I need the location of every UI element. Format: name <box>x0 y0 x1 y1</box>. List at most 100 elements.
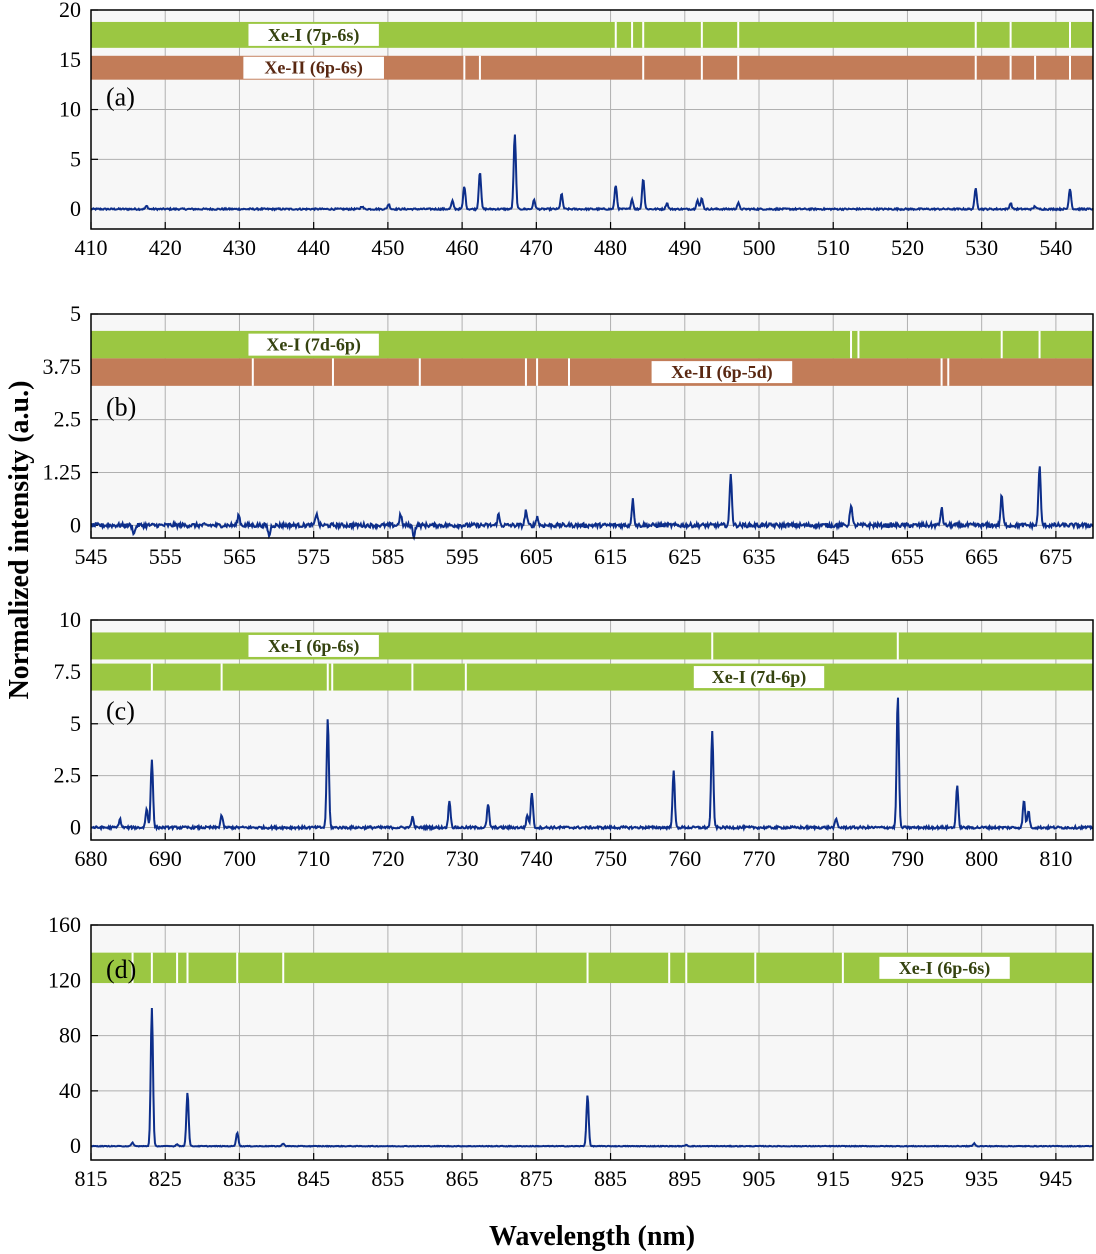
x-tick-label: 935 <box>965 1166 998 1191</box>
x-tick-label: 905 <box>743 1166 776 1191</box>
panel-label: (c) <box>106 697 135 726</box>
y-tick-label: 120 <box>48 967 81 992</box>
x-tick-label: 835 <box>223 1166 256 1191</box>
y-tick-label: 20 <box>59 0 81 22</box>
x-tick-label: 545 <box>75 544 108 569</box>
band-label-bg <box>248 333 379 356</box>
x-tick-label: 510 <box>817 235 850 260</box>
x-tick-label: 730 <box>446 846 479 871</box>
x-tick-label: 540 <box>1039 235 1072 260</box>
band-label: Xe-I (7p-6s) <box>268 25 360 46</box>
x-tick-label: 810 <box>1039 846 1072 871</box>
y-tick-label: 0 <box>70 815 81 840</box>
x-tick-label: 800 <box>965 846 998 871</box>
xe1-transition-band: Xe-I (6p-6s) <box>91 632 1093 660</box>
x-tick-label: 655 <box>891 544 924 569</box>
xe1-transition-band: Xe-I (7d-6p) <box>91 663 1093 691</box>
x-tick-label: 575 <box>297 544 330 569</box>
x-tick-label: 750 <box>594 846 627 871</box>
x-tick-label: 720 <box>371 846 404 871</box>
panel-a: 410 420 430 440 450 460 470 480 490 500 510 520 530 5… <box>59 0 1094 260</box>
x-tick-label: 945 <box>1039 1166 1072 1191</box>
x-tick-label: 565 <box>223 544 256 569</box>
x-tick-label: 855 <box>371 1166 404 1191</box>
x-tick-label: 645 <box>817 544 850 569</box>
x-tick-label: 700 <box>223 846 256 871</box>
xe2-transition-band: Xe-II (6p-6s) <box>91 55 1093 80</box>
x-tick-label: 605 <box>520 544 553 569</box>
x-tick-label: 615 <box>594 544 627 569</box>
spectra-panels: 410 420 430 440 450 460 470 480 490 500 510 520 530 5… <box>43 0 1094 1191</box>
x-tick-label: 420 <box>149 235 182 260</box>
x-tick-label: 925 <box>891 1166 924 1191</box>
x-axis-label: Wavelength (nm) <box>489 1221 695 1252</box>
x-tick-label: 885 <box>594 1166 627 1191</box>
x-tick-label: 780 <box>817 846 850 871</box>
panel-label: (a) <box>106 83 135 112</box>
y-tick-label: 0 <box>70 1133 81 1158</box>
y-tick-label: 5 <box>70 711 81 736</box>
x-tick-label: 440 <box>297 235 330 260</box>
y-tick-label: 5 <box>70 301 81 326</box>
x-tick-label: 740 <box>520 846 553 871</box>
band-bar <box>91 358 1093 386</box>
x-tick-label: 555 <box>149 544 182 569</box>
band-label-bg <box>243 56 384 79</box>
x-tick-label: 675 <box>1039 544 1072 569</box>
band-label: Xe-I (6p-6s) <box>899 958 991 979</box>
plot-frame <box>90 924 1094 1161</box>
band-bar <box>91 330 1093 359</box>
x-tick-label: 595 <box>446 544 479 569</box>
panel-label: (b) <box>106 392 136 421</box>
x-tick-label: 490 <box>668 235 701 260</box>
y-tick-label: 2.5 <box>54 407 82 432</box>
x-tick-label: 450 <box>371 235 404 260</box>
y-tick-label: 7.5 <box>54 659 82 684</box>
y-tick-label: 1.25 <box>43 459 82 484</box>
plot-frame <box>90 313 1094 539</box>
x-tick-label: 845 <box>297 1166 330 1191</box>
panel-label: (d) <box>106 955 136 984</box>
band-label-bg <box>248 634 379 657</box>
y-tick-label: 40 <box>59 1078 81 1103</box>
x-tick-label: 680 <box>75 846 108 871</box>
y-tick-label: 3.75 <box>43 354 82 379</box>
band-label-bg <box>248 23 379 46</box>
spectrum-line <box>90 466 1094 541</box>
x-tick-label: 895 <box>668 1166 701 1191</box>
x-tick-label: 530 <box>965 235 998 260</box>
spectrum-line <box>90 1007 1094 1148</box>
band-label: Xe-II (6p-6s) <box>264 58 363 79</box>
y-tick-label: 15 <box>59 47 81 72</box>
band-bar <box>91 663 1093 691</box>
x-tick-label: 500 <box>743 235 776 260</box>
y-tick-label: 0 <box>70 196 81 221</box>
x-tick-label: 470 <box>520 235 553 260</box>
spectrum-line <box>90 697 1094 832</box>
xe1-transition-band: Xe-I (7p-6s) <box>91 21 1093 48</box>
x-tick-label: 690 <box>149 846 182 871</box>
x-tick-label: 915 <box>817 1166 850 1191</box>
xe1-transition-band: Xe-I (7d-6p) <box>91 330 1093 359</box>
band-bar <box>91 21 1093 48</box>
x-tick-label: 790 <box>891 846 924 871</box>
xe1-transition-band: Xe-I (6p-6s) <box>91 952 1093 984</box>
x-tick-label: 875 <box>520 1166 553 1191</box>
y-tick-label: 2.5 <box>54 763 82 788</box>
panel-d: 815 825 835 845 855 865 875 885 895 905 915 925 935 9… <box>48 912 1094 1191</box>
band-bar <box>91 632 1093 660</box>
x-tick-label: 770 <box>743 846 776 871</box>
x-tick-label: 520 <box>891 235 924 260</box>
x-tick-label: 825 <box>149 1166 182 1191</box>
band-label-bg <box>693 666 825 689</box>
plot-frame <box>90 9 1094 230</box>
x-tick-label: 460 <box>446 235 479 260</box>
band-label: Xe-I (7d-6p) <box>712 667 807 688</box>
y-tick-label: 10 <box>59 97 81 122</box>
band-bar <box>91 55 1093 80</box>
x-tick-label: 410 <box>75 235 108 260</box>
panel-b: 545 555 565 575 585 595 605 615 625 635 645 655 665 6… <box>43 301 1094 569</box>
band-label-bg <box>879 956 1010 979</box>
xe2-transition-band: Xe-II (6p-5d) <box>91 358 1093 386</box>
x-tick-label: 710 <box>297 846 330 871</box>
